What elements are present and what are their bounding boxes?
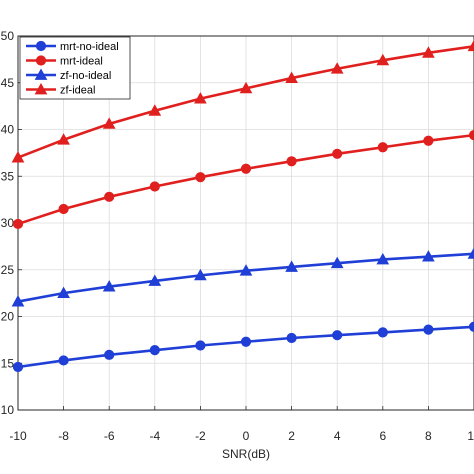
data-point — [423, 324, 434, 335]
x-tick-label: 0 — [243, 429, 250, 443]
series-mrt-ideal — [12, 130, 474, 230]
legend-label: zf-no-ideal — [60, 70, 111, 82]
data-point — [148, 274, 162, 286]
data-point — [195, 172, 206, 183]
legend-entry: zf-no-ideal — [26, 68, 111, 82]
x-tick-label: -10 — [9, 429, 27, 443]
legend: mrt-no-ideal mrt-ideal zf-no-ideal zf-ideal — [19, 36, 131, 100]
legend-entry: mrt-ideal — [26, 55, 103, 68]
x-tick-label: -8 — [58, 429, 69, 443]
data-point — [11, 295, 25, 307]
y-tick-label: 35 — [1, 169, 15, 183]
legend-entry: zf-ideal — [26, 82, 95, 97]
x-tick-label: 4 — [334, 429, 341, 443]
data-point — [149, 181, 160, 192]
legend-marker — [35, 55, 47, 66]
data-point — [423, 135, 434, 146]
x-tick-label: -4 — [149, 429, 160, 443]
legend-label: mrt-ideal — [60, 56, 103, 68]
data-point — [104, 349, 115, 360]
x-tick-label: 6 — [379, 429, 386, 443]
data-point — [194, 268, 207, 281]
data-point — [11, 151, 25, 163]
y-tick-label: 30 — [1, 216, 15, 230]
y-tick-label: 10 — [1, 403, 15, 417]
data-point — [57, 133, 70, 145]
y-tick-label: 25 — [1, 263, 15, 277]
data-point — [240, 336, 252, 347]
data-point — [377, 142, 388, 153]
data-point — [194, 92, 207, 104]
data-point — [58, 203, 69, 215]
data-point — [376, 53, 390, 66]
data-point — [468, 130, 474, 141]
data-point — [58, 355, 69, 366]
data-point — [467, 247, 474, 259]
x-axis-title: SNR(dB) — [222, 447, 270, 461]
legend-label: mrt-no-ideal — [60, 41, 119, 53]
series-layer — [11, 39, 474, 373]
data-point — [239, 81, 253, 94]
x-tick-label: 2 — [288, 429, 295, 443]
data-point — [12, 218, 24, 230]
x-tick-label: 10 — [467, 429, 474, 443]
data-point — [332, 148, 343, 159]
data-point — [286, 332, 297, 344]
data-point — [57, 286, 70, 299]
data-point — [422, 46, 435, 58]
data-point — [148, 104, 162, 116]
legend-marker — [34, 82, 48, 95]
data-point — [468, 321, 474, 332]
data-point — [285, 71, 298, 83]
data-point — [102, 117, 116, 129]
data-point — [285, 260, 298, 272]
legend-marker — [35, 40, 47, 52]
y-tick-label: 50 — [1, 29, 15, 43]
data-point — [467, 39, 474, 52]
data-point — [104, 191, 115, 202]
x-tick-label: -2 — [195, 429, 206, 443]
data-point — [332, 330, 343, 341]
y-tick-label: 20 — [1, 310, 15, 324]
data-point — [149, 345, 160, 356]
data-point — [376, 252, 390, 265]
data-point — [240, 163, 252, 174]
data-point — [422, 250, 435, 262]
legend-label: zf-ideal — [60, 85, 95, 97]
legend-marker — [34, 68, 48, 80]
data-point — [330, 62, 344, 74]
y-axis: 10 15 20 25 30 35 40 45 50 — [1, 29, 22, 417]
y-tick-label: 40 — [1, 123, 15, 137]
y-tick-label: 45 — [1, 76, 15, 90]
x-tick-label: 8 — [425, 429, 432, 443]
series-zf-ideal — [11, 39, 474, 163]
data-point — [102, 280, 116, 292]
data-point — [377, 327, 388, 338]
x-tick-label: -6 — [104, 429, 115, 443]
data-point — [286, 156, 297, 167]
data-point — [239, 264, 253, 276]
series-mrt-no-ideal — [12, 321, 474, 373]
data-point — [12, 361, 24, 373]
data-point — [330, 256, 344, 269]
x-axis: -10 -8 -6 -4 -2 0 2 4 6 8 10 — [9, 406, 474, 443]
y-tick-label: 15 — [1, 356, 15, 370]
legend-entry: mrt-no-ideal — [26, 40, 119, 53]
series-zf-no-ideal — [11, 247, 474, 307]
data-point — [195, 340, 206, 351]
